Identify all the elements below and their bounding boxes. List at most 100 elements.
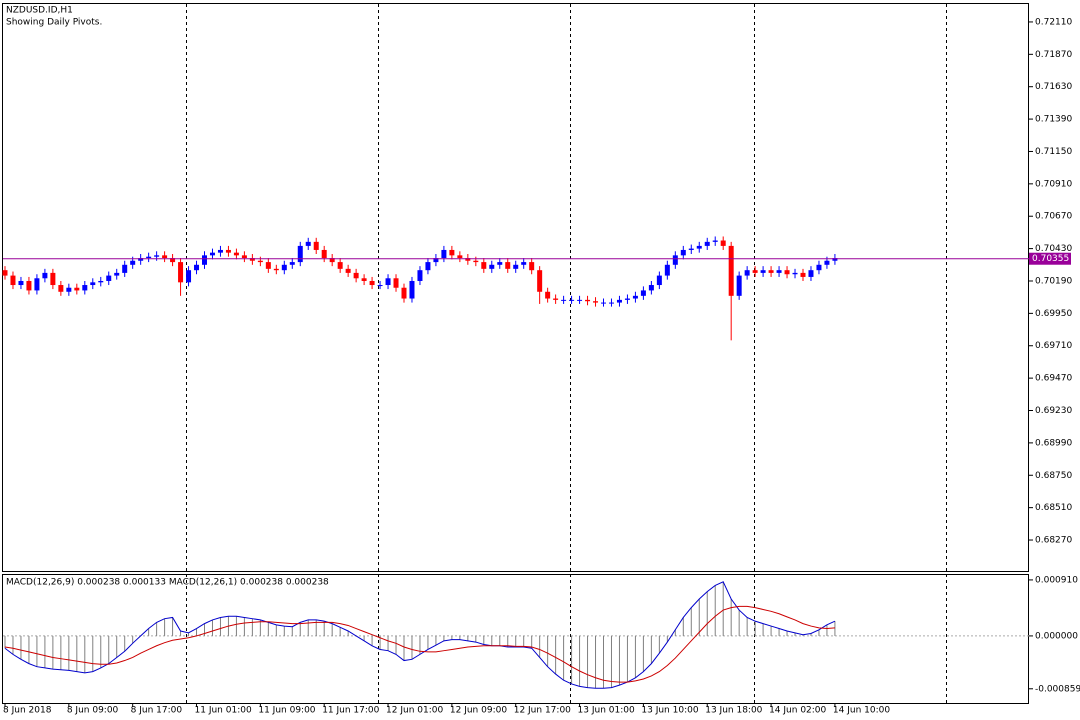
candle-body bbox=[106, 275, 112, 281]
candle-body bbox=[792, 272, 798, 275]
y-tick-label: 0.000910 bbox=[1035, 575, 1078, 585]
candle-body bbox=[441, 249, 447, 259]
x-tick-label: 13 Jun 01:00 bbox=[578, 706, 635, 716]
x-tick-label: 11 Jun 09:00 bbox=[258, 706, 315, 716]
candle-body bbox=[521, 262, 527, 265]
candle-body bbox=[545, 291, 551, 299]
candle-body bbox=[616, 299, 622, 303]
candle-body bbox=[202, 255, 207, 265]
candle-body bbox=[784, 270, 790, 275]
candle-body bbox=[345, 268, 351, 273]
candle-body bbox=[664, 264, 670, 276]
x-tick-label: 12 Jun 09:00 bbox=[450, 706, 507, 716]
x-tick-label: 12 Jun 17:00 bbox=[514, 706, 571, 716]
candle-body bbox=[768, 270, 774, 273]
y-tick-label: 0.69230 bbox=[1035, 406, 1072, 416]
macd-legend: MACD(12,26,9) 0.000238 0.000133 MACD(12,… bbox=[6, 578, 329, 588]
y-tick-label: 0.72110 bbox=[1035, 17, 1072, 27]
x-tick-label: 13 Jun 18:00 bbox=[705, 706, 762, 716]
candle-body bbox=[130, 260, 136, 265]
candle-body bbox=[577, 299, 583, 301]
candle-body bbox=[728, 245, 734, 296]
candle-body bbox=[601, 302, 606, 304]
candle-body bbox=[832, 258, 838, 261]
candle-body bbox=[736, 275, 742, 296]
candle-body bbox=[688, 248, 694, 250]
candle-body bbox=[816, 264, 822, 271]
candle-body bbox=[10, 275, 16, 286]
candle-body bbox=[82, 285, 88, 291]
candle-body bbox=[561, 299, 567, 301]
y-tick-label: 0.70910 bbox=[1035, 179, 1072, 189]
candle-body bbox=[353, 272, 359, 279]
candle-body bbox=[377, 285, 383, 287]
candle-body bbox=[608, 302, 614, 304]
y-tick-label: 0.70430 bbox=[1035, 244, 1072, 254]
y-tick-label: 0.71630 bbox=[1035, 82, 1072, 92]
candle-body bbox=[122, 264, 128, 273]
candle-body bbox=[569, 299, 575, 301]
candle-body bbox=[178, 262, 184, 283]
x-tick-label: 11 Jun 01:00 bbox=[195, 706, 252, 716]
candle-body bbox=[194, 264, 200, 271]
candle-body bbox=[505, 262, 511, 269]
candle-body bbox=[313, 241, 319, 250]
main-panel bbox=[2, 3, 1029, 572]
candle-body bbox=[537, 270, 543, 292]
candle-body bbox=[656, 275, 662, 286]
candle-body bbox=[393, 278, 399, 288]
y-tick-label: 0.000000 bbox=[1035, 631, 1078, 641]
candle-body bbox=[624, 298, 630, 300]
candle-body bbox=[720, 240, 726, 246]
y-tick-label: 0.69710 bbox=[1035, 341, 1072, 351]
x-tick-label: 8 Jun 17:00 bbox=[131, 706, 183, 716]
candle-body bbox=[369, 280, 375, 286]
price-label-box bbox=[1029, 252, 1071, 265]
candle-body bbox=[760, 270, 766, 273]
candle-body bbox=[513, 264, 519, 269]
x-tick-label: 14 Jun 02:00 bbox=[769, 706, 826, 716]
price-label: 0.70355 bbox=[1032, 254, 1069, 264]
candle-body bbox=[696, 245, 702, 249]
candle-body bbox=[417, 270, 423, 281]
candle-body bbox=[90, 282, 96, 286]
y-tick-label: 0.70190 bbox=[1035, 276, 1072, 286]
candle-body bbox=[449, 249, 455, 256]
candle-body bbox=[648, 285, 654, 291]
candle-body bbox=[42, 272, 48, 279]
candle-body bbox=[337, 262, 343, 269]
candle-body bbox=[34, 278, 40, 291]
period-separators bbox=[186, 4, 947, 703]
candle-body bbox=[58, 285, 64, 292]
candle-body bbox=[209, 252, 215, 256]
y-tick-label: -0.000859 bbox=[1035, 684, 1080, 694]
y-tick-label: 0.69470 bbox=[1035, 374, 1072, 384]
x-tick-label: 8 Jun 2018 bbox=[3, 706, 52, 716]
candle-body bbox=[217, 249, 223, 253]
candle-body bbox=[114, 272, 120, 276]
candle-body bbox=[146, 256, 152, 259]
candle-body bbox=[2, 270, 8, 276]
candle-body bbox=[138, 258, 144, 261]
candle-body bbox=[457, 255, 463, 259]
candle-body bbox=[273, 268, 279, 271]
candle-body bbox=[744, 270, 750, 276]
candle-body bbox=[672, 255, 678, 265]
y-tick-label: 0.68750 bbox=[1035, 471, 1072, 481]
y-tick-label: 0.68990 bbox=[1035, 438, 1072, 448]
candle-body bbox=[425, 262, 431, 271]
candle-body bbox=[225, 249, 231, 253]
y-tick-label: 0.71150 bbox=[1035, 147, 1072, 157]
candle-body bbox=[241, 255, 247, 259]
x-tick-label: 11 Jun 17:00 bbox=[322, 706, 379, 716]
candle-body bbox=[154, 255, 160, 257]
candle-body bbox=[529, 262, 535, 271]
candle-body bbox=[265, 262, 271, 269]
candle-body bbox=[233, 252, 239, 256]
macd-line bbox=[4, 581, 836, 689]
candle-body bbox=[321, 249, 327, 259]
candle-body bbox=[776, 270, 782, 273]
y-tick-label: 0.71870 bbox=[1035, 50, 1072, 60]
candle-body bbox=[704, 241, 710, 246]
